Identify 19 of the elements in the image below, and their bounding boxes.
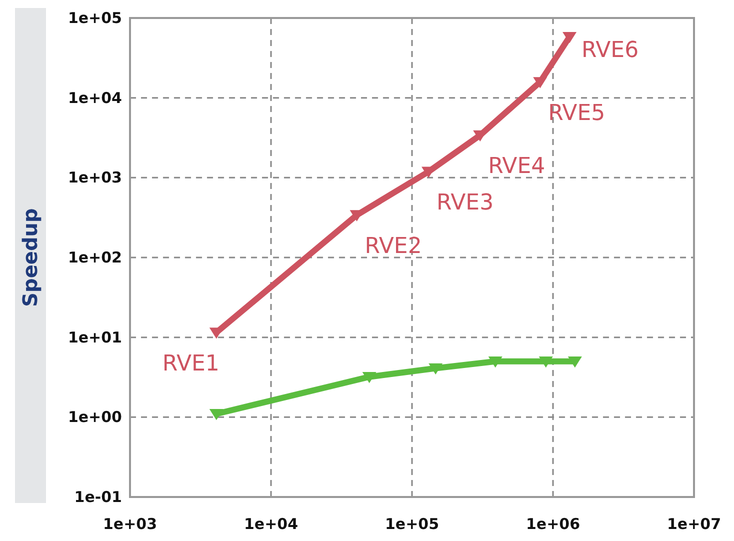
x-tick-label: 1e+06 xyxy=(526,515,580,533)
annotation: RVE6 xyxy=(582,38,639,63)
annotation: RVE4 xyxy=(488,154,546,180)
x-tick-label: 1e+04 xyxy=(244,515,298,533)
y-tick-label: 1e+03 xyxy=(68,168,122,187)
y-tick-label: 1e+05 xyxy=(68,9,122,27)
y-tick-label: 1e+01 xyxy=(68,328,122,346)
annotation: RVE1 xyxy=(162,351,220,376)
x-tick-label: 1e+07 xyxy=(666,515,722,533)
annotation: RVE3 xyxy=(436,190,494,216)
y-tick-label: 1e+02 xyxy=(68,248,122,266)
x-tick-label: 1e+03 xyxy=(102,515,158,533)
annotation: RVE2 xyxy=(364,234,422,260)
annotation: RVE5 xyxy=(548,100,606,126)
y-tick-label: 1e+04 xyxy=(68,88,122,107)
y-tick-label: 1e-01 xyxy=(74,488,122,506)
y-tick-label: 1e+00 xyxy=(68,408,122,426)
y-axis-title: Speedup xyxy=(18,208,42,307)
x-tick-label: 1e+05 xyxy=(384,515,440,533)
